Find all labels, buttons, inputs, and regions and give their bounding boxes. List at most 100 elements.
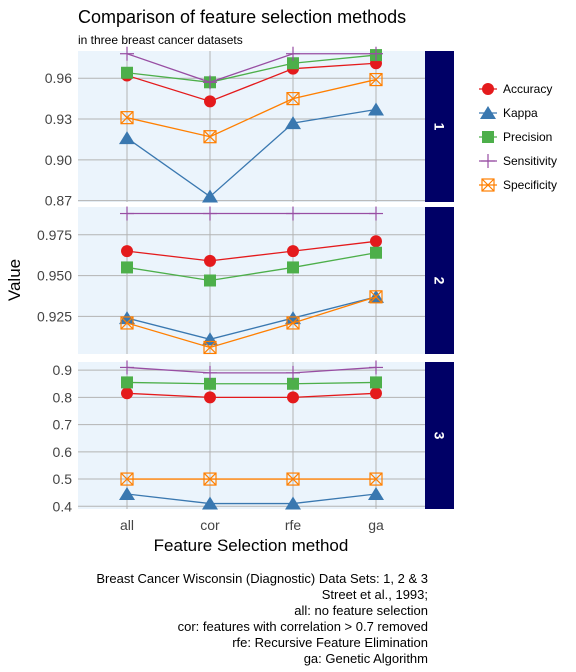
data-point xyxy=(287,391,299,404)
data-point xyxy=(119,131,135,145)
series-specificity xyxy=(120,72,383,144)
series-precision xyxy=(121,246,382,287)
data-point xyxy=(287,57,299,70)
y-tick-label: 0.975 xyxy=(37,227,72,243)
data-point xyxy=(202,189,218,203)
series-line xyxy=(126,493,377,505)
data-point xyxy=(119,311,135,325)
y-tick-label: 0.6 xyxy=(53,444,73,460)
data-point xyxy=(120,360,134,375)
x-tick-label: all xyxy=(120,517,134,533)
data-point xyxy=(121,245,133,258)
data-point xyxy=(370,235,382,248)
facet-strip xyxy=(425,207,454,354)
data-point xyxy=(119,487,135,501)
data-point xyxy=(121,376,133,389)
data-point xyxy=(204,377,216,390)
x-axis: all cor rfe ga xyxy=(120,517,384,533)
series-line xyxy=(126,53,376,83)
caption-line: Breast Cancer Wisconsin (Diagnostic) Dat… xyxy=(96,571,428,586)
legend-key xyxy=(482,131,494,143)
y-tick-label: 0.90 xyxy=(45,152,72,168)
facet-strip-label: 3 xyxy=(432,432,448,440)
data-point xyxy=(370,376,382,389)
data-point xyxy=(203,206,217,221)
data-point xyxy=(369,290,383,304)
series-sensitivity xyxy=(120,206,383,221)
legend-label: Accuracy xyxy=(503,82,552,96)
series-line xyxy=(126,296,377,349)
panel-background xyxy=(78,362,425,509)
data-point xyxy=(287,377,299,390)
legend-key xyxy=(481,178,495,192)
legend-label: Specificity xyxy=(503,178,557,192)
data-point xyxy=(120,206,134,221)
data-point xyxy=(286,365,300,380)
y-tick-label: 0.950 xyxy=(37,268,72,284)
y-axis-title: Value xyxy=(5,259,24,301)
facet-strip-label: 2 xyxy=(432,277,448,285)
facet-panel-1: 0.87 0.90 0.93 0.96 1 xyxy=(45,46,454,209)
data-point xyxy=(286,92,300,106)
panel-background xyxy=(78,51,425,202)
legend-label: Precision xyxy=(503,130,552,144)
series-line xyxy=(126,240,377,262)
series-accuracy xyxy=(121,387,382,404)
data-point xyxy=(203,365,217,380)
legend-item-kappa: Kappa xyxy=(479,106,538,120)
data-point xyxy=(369,46,383,61)
legend: Accuracy Kappa Precision Sensitivity Specifi… xyxy=(479,82,557,192)
caption-line: ga: Genetic Algorithm xyxy=(304,651,428,666)
panel-background xyxy=(78,207,425,354)
legend-key xyxy=(480,106,496,119)
data-point xyxy=(368,102,384,116)
y-tick-label: 0.8 xyxy=(53,389,73,405)
data-point xyxy=(286,472,300,486)
series-kappa xyxy=(119,102,384,203)
data-point xyxy=(121,387,133,400)
caption-line: rfe: Recursive Feature Elimination xyxy=(232,635,428,650)
data-point xyxy=(203,130,217,144)
series-kappa xyxy=(119,487,384,510)
data-point xyxy=(120,111,134,125)
series-accuracy xyxy=(121,235,382,267)
series-line xyxy=(126,78,377,138)
data-point xyxy=(369,72,383,87)
data-point xyxy=(287,261,299,274)
series-line xyxy=(126,62,377,103)
data-point xyxy=(120,316,134,330)
data-point xyxy=(285,311,301,325)
data-point xyxy=(368,487,384,501)
series-line xyxy=(126,381,377,385)
y-tick-label: 0.9 xyxy=(53,362,73,378)
data-point xyxy=(286,206,300,221)
x-tick-label: ga xyxy=(368,517,384,533)
caption-line: Street et al., 1993; xyxy=(322,587,428,602)
series-sensitivity xyxy=(120,46,383,90)
data-point xyxy=(369,206,383,221)
legend-label: Kappa xyxy=(503,106,538,120)
series-specificity xyxy=(120,472,383,486)
data-point xyxy=(202,496,218,510)
series-specificity xyxy=(120,290,383,355)
data-point xyxy=(369,360,383,375)
data-point xyxy=(204,254,216,267)
legend-item-specificity: Specificity xyxy=(479,178,557,192)
caption-line: cor: features with correlation > 0.7 rem… xyxy=(178,619,428,634)
series-line xyxy=(126,392,377,399)
facet-strip xyxy=(425,51,454,202)
y-tick-label: 0.5 xyxy=(53,471,73,487)
series-line xyxy=(126,296,377,340)
facet-strip xyxy=(425,362,454,509)
y-tick-label: 0.4 xyxy=(53,498,73,514)
data-point xyxy=(203,75,217,90)
y-tick-label: 0.7 xyxy=(53,417,73,433)
y-tick-label: 0.925 xyxy=(37,308,72,324)
data-point xyxy=(120,472,134,486)
legend-item-precision: Precision xyxy=(479,130,552,144)
data-point xyxy=(370,246,382,259)
legend-label: Sensitivity xyxy=(503,154,557,168)
series-line xyxy=(126,108,377,198)
data-point xyxy=(285,116,301,130)
x-axis-title: Feature Selection method xyxy=(154,536,349,555)
